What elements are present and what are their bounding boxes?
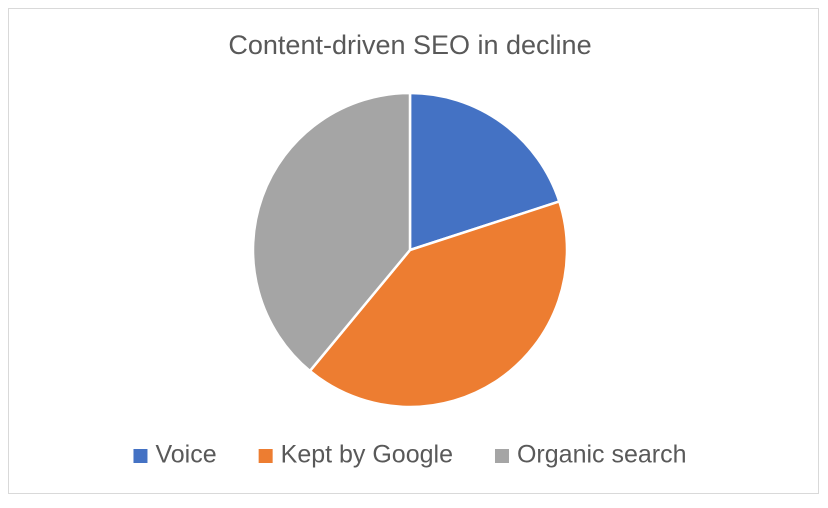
legend-swatch (494, 449, 509, 463)
pie-slice (408, 91, 561, 252)
legend-label: Kept by Google (281, 441, 453, 469)
legend-label: Voice (155, 441, 216, 469)
chart-title: Content-driven SEO in decline (228, 30, 591, 60)
legend-swatch (258, 449, 273, 463)
pie-slice (308, 199, 569, 409)
legend-label: Organic search (517, 441, 687, 469)
pie-slice (251, 91, 412, 373)
legend-swatch (133, 449, 148, 463)
